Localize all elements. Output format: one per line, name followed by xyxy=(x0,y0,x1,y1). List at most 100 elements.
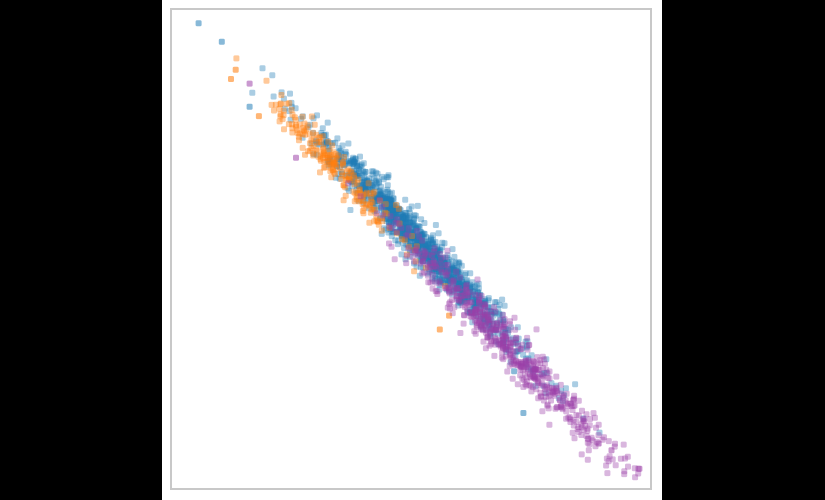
data-point-series-1 xyxy=(402,228,409,235)
data-point-series-1 xyxy=(499,329,506,336)
data-point-series-1 xyxy=(386,210,393,217)
data-point-series-2 xyxy=(288,106,295,113)
data-point-series-3 xyxy=(481,322,488,329)
data-point-series-1 xyxy=(415,252,422,259)
data-point-series-3 xyxy=(497,317,504,324)
data-point-series-3 xyxy=(420,247,427,254)
data-point-series-2 xyxy=(289,125,296,132)
data-point-series-1 xyxy=(353,187,360,194)
data-point-series-1 xyxy=(378,203,385,210)
data-point-series-1 xyxy=(430,262,437,269)
data-point-series-1 xyxy=(362,177,369,184)
data-point-series-1 xyxy=(390,218,397,225)
data-point-series-3 xyxy=(479,327,486,334)
data-point-series-1 xyxy=(404,230,411,237)
data-point-series-3 xyxy=(631,465,638,472)
data-point-series-1 xyxy=(485,324,492,331)
data-point-series-1 xyxy=(484,311,491,318)
data-point-series-1 xyxy=(403,219,410,226)
data-point-series-1 xyxy=(408,234,415,241)
data-point-series-1 xyxy=(411,212,418,219)
data-point-series-1 xyxy=(429,251,435,258)
data-point-series-3 xyxy=(583,411,590,418)
data-point-series-3 xyxy=(534,378,541,385)
data-point-series-1 xyxy=(413,225,420,232)
data-point-series-1 xyxy=(411,260,417,267)
data-point-series-1 xyxy=(428,259,435,266)
data-point-series-1 xyxy=(408,228,415,235)
data-point-series-1 xyxy=(399,228,405,235)
data-point-series-1 xyxy=(355,172,362,179)
data-point-series-3 xyxy=(472,310,479,317)
data-point-series-3 xyxy=(582,422,589,429)
data-point-series-1 xyxy=(474,288,481,295)
data-point-series-1 xyxy=(323,137,329,144)
data-point-series-1 xyxy=(424,250,431,257)
data-point-series-3 xyxy=(502,331,508,338)
data-point-series-3 xyxy=(527,382,534,389)
data-point-series-1 xyxy=(388,207,395,214)
data-point-series-3 xyxy=(511,360,518,367)
data-point-series-1 xyxy=(350,154,357,161)
data-point-series-3 xyxy=(604,470,611,477)
data-point-series-3 xyxy=(478,305,485,311)
data-point-series-2 xyxy=(328,174,335,181)
data-point-series-1 xyxy=(432,266,439,273)
data-point-series-1 xyxy=(483,327,489,333)
data-point-series-2 xyxy=(302,151,308,158)
data-point-series-1 xyxy=(348,172,355,179)
data-point-series-1 xyxy=(360,193,367,200)
data-point-series-1 xyxy=(414,231,421,238)
data-point-series-3 xyxy=(448,277,455,284)
data-point-series-1 xyxy=(499,337,506,344)
data-point-series-3 xyxy=(544,374,551,381)
data-point-series-3 xyxy=(472,317,478,324)
data-point-series-1 xyxy=(388,227,395,234)
data-point-series-1 xyxy=(399,225,406,232)
data-point-series-1 xyxy=(387,197,394,204)
data-point-series-1 xyxy=(350,156,357,163)
data-point-series-1 xyxy=(475,280,482,287)
data-point-series-3 xyxy=(464,306,471,313)
data-point-series-1 xyxy=(432,250,439,257)
data-point-series-2 xyxy=(363,189,370,196)
data-point-series-1 xyxy=(421,253,428,259)
data-point-series-1 xyxy=(426,256,433,263)
data-point-series-3 xyxy=(486,308,493,314)
data-point-series-3 xyxy=(519,341,526,348)
data-point-series-1 xyxy=(442,264,449,271)
data-point-series-1 xyxy=(348,157,355,164)
data-point-series-3 xyxy=(537,393,544,400)
data-point-series-2 xyxy=(347,168,354,175)
data-point-series-2 xyxy=(317,157,324,164)
data-point-series-1 xyxy=(373,169,379,176)
data-point-series-1 xyxy=(424,245,431,252)
data-point-series-1 xyxy=(365,205,372,212)
data-point-series-1 xyxy=(419,233,426,240)
data-point-series-3 xyxy=(583,433,590,439)
data-point-series-1 xyxy=(437,268,444,275)
data-point-series-3 xyxy=(485,333,492,340)
scatter-plot xyxy=(170,8,652,490)
data-point-series-3 xyxy=(492,341,499,348)
data-point-series-2 xyxy=(327,164,334,171)
data-point-series-1 xyxy=(327,140,334,147)
data-point-series-1 xyxy=(467,270,474,277)
data-point-series-3 xyxy=(434,291,441,297)
data-point-series-1 xyxy=(336,175,343,182)
data-point-series-3 xyxy=(432,288,439,295)
data-point-series-3 xyxy=(478,313,485,320)
data-point-series-1 xyxy=(365,181,372,188)
data-point-series-3 xyxy=(532,365,539,372)
data-point-series-1 xyxy=(395,229,402,236)
data-point-series-1 xyxy=(322,141,329,148)
data-point-series-3 xyxy=(453,296,460,303)
data-point-series-1 xyxy=(406,206,413,213)
data-point-series-1 xyxy=(351,170,358,177)
data-point-series-3 xyxy=(464,289,470,296)
data-point-series-2 xyxy=(338,176,345,182)
data-point-series-2 xyxy=(383,210,390,217)
data-point-series-3 xyxy=(387,213,394,220)
data-point-series-1 xyxy=(364,177,371,184)
data-point-series-1 xyxy=(490,321,496,327)
